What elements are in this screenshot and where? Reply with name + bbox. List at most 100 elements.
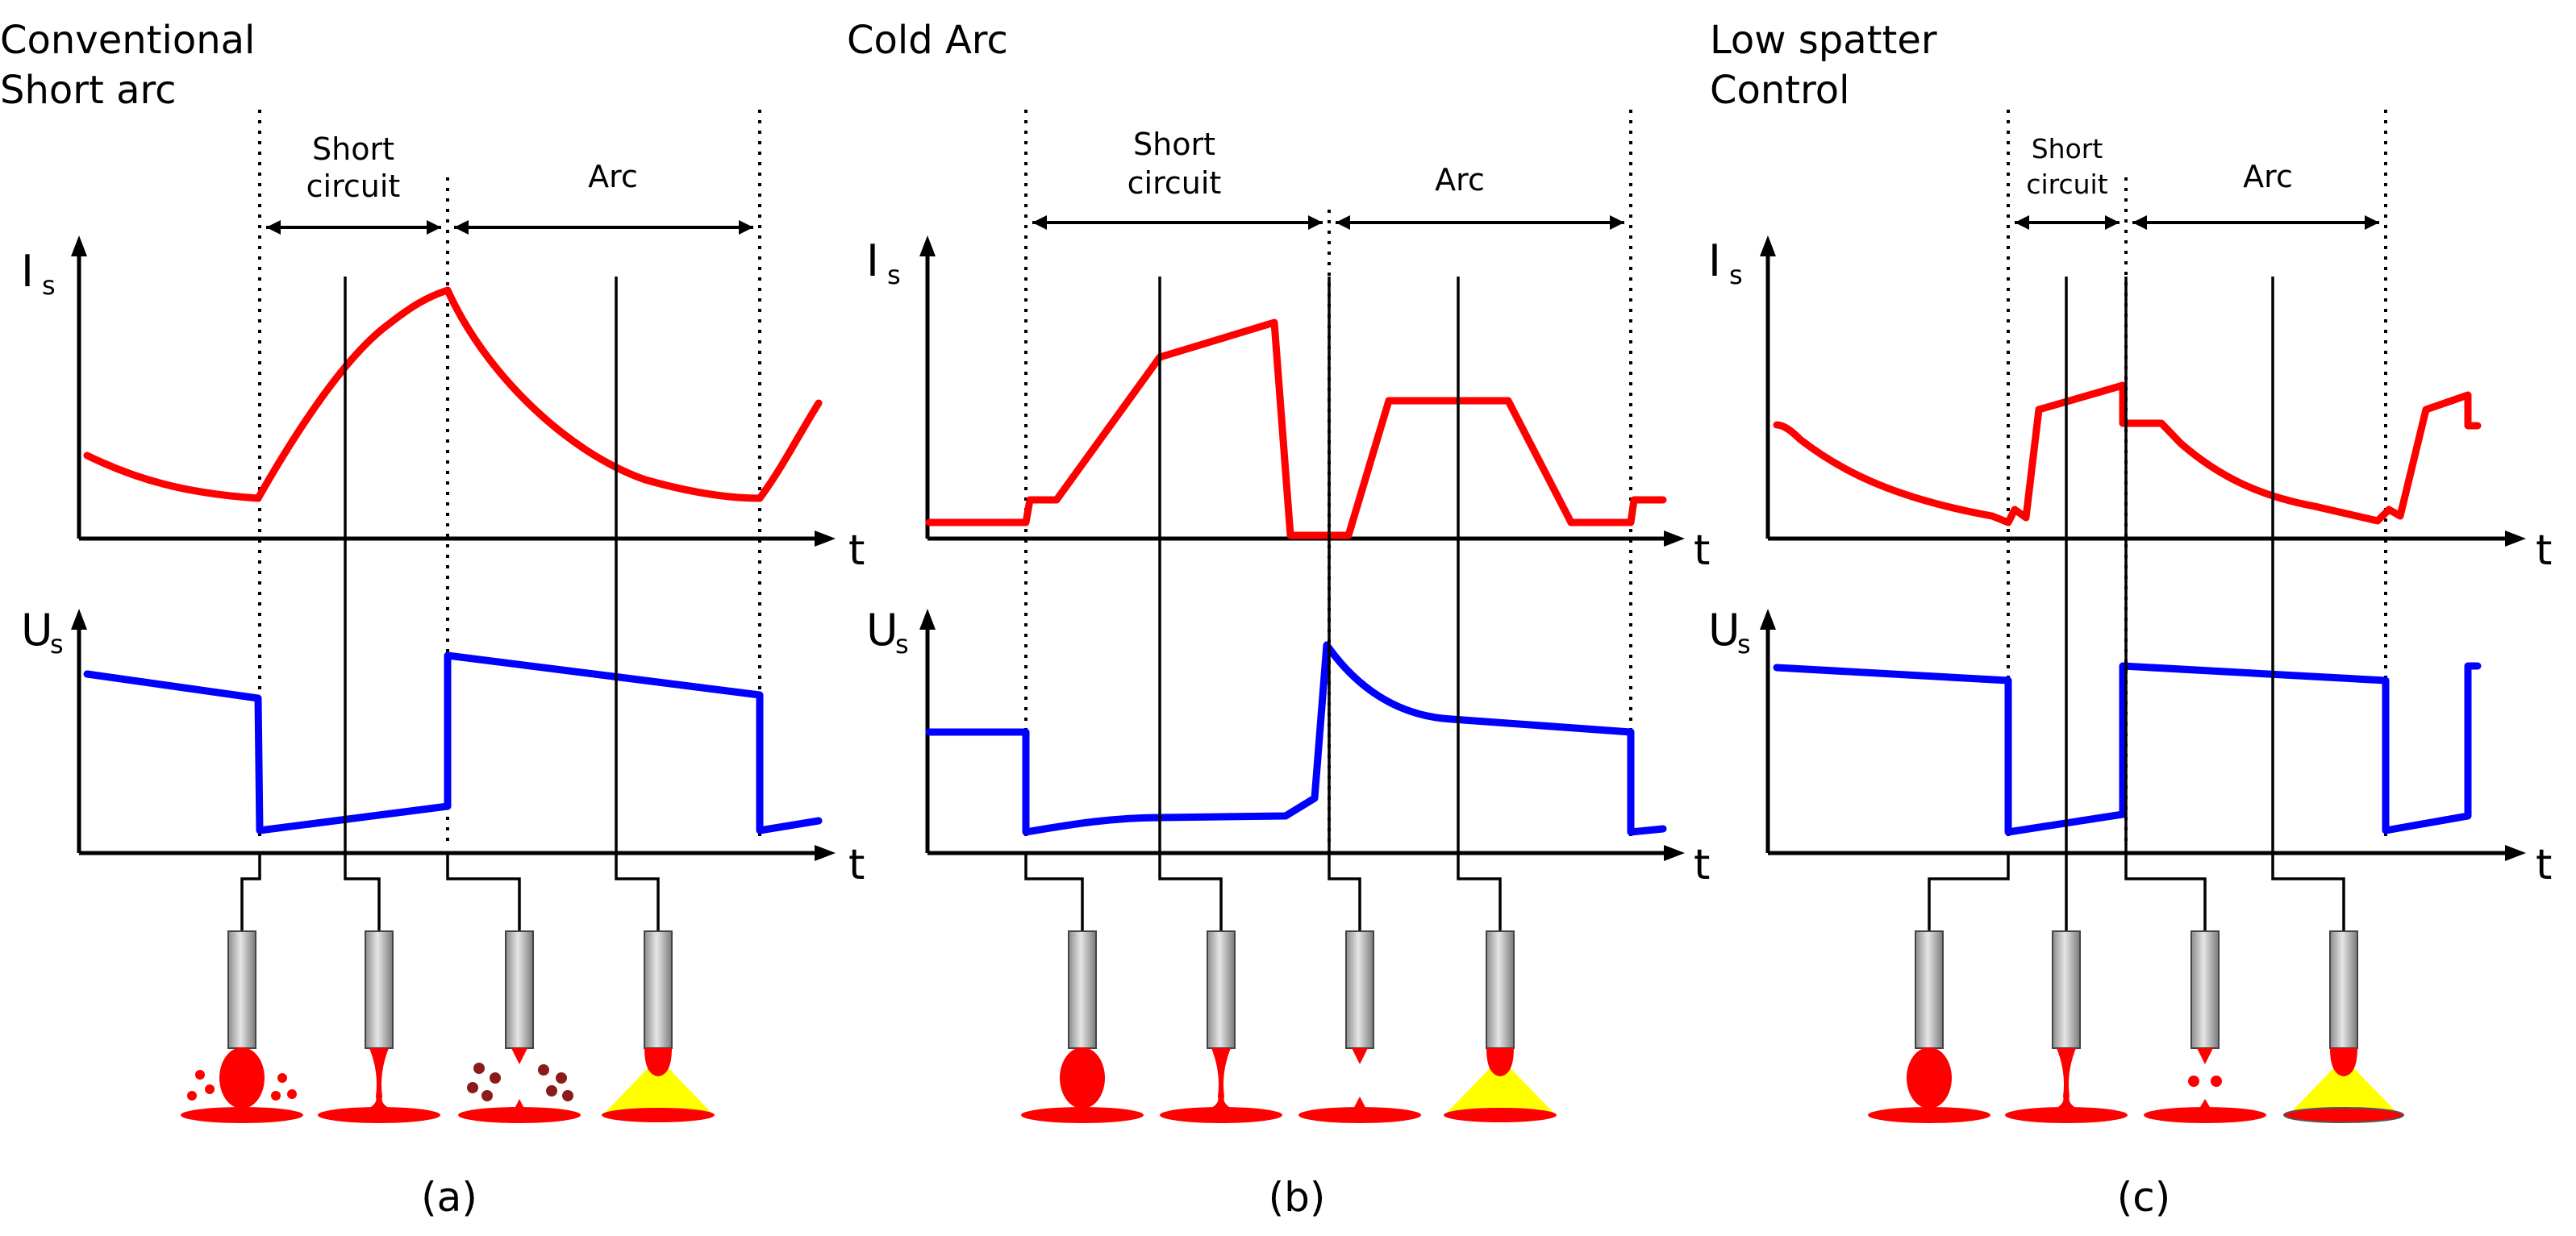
droplet-icon [1060, 1047, 1105, 1109]
axis-arrowheads [1760, 235, 2526, 547]
axis-subscript: s [1729, 260, 1743, 290]
short-circuit-arrow [2015, 215, 2120, 230]
panel-c-title-line2: Control [1710, 68, 1850, 113]
panel-a-title-line2: Short arc [0, 68, 177, 113]
voltage-axis-label: U [21, 605, 53, 655]
weld-pool-icon [1160, 1107, 1282, 1123]
phase-short-line1: Short [2032, 133, 2103, 164]
electrode-icon [1298, 930, 1421, 1123]
voltage-axes [1765, 619, 2515, 855]
time-label: t [848, 841, 865, 889]
time-label: t [1694, 526, 1710, 575]
current-axes [925, 246, 1674, 541]
electrode-icon [458, 930, 581, 1123]
connector-line [1158, 277, 1223, 931]
phase-short-line1: Short [312, 131, 394, 167]
phase-short-line2: circuit [306, 169, 401, 204]
weld-pool-icon [1298, 1107, 1421, 1123]
weld-pool-icon [458, 1107, 581, 1123]
arc-glow-icon [2290, 1064, 2397, 1113]
weld-pool-icon [2283, 1107, 2404, 1123]
droplet-icon [1197, 1048, 1245, 1113]
voltage-waveform [83, 651, 823, 834]
spatter-icon [467, 1063, 573, 1101]
phase-arc: Arc [1435, 162, 1485, 198]
weld-pool-icon [1868, 1107, 1990, 1123]
current-axis-label: I [21, 246, 34, 297]
current-axis-label: I [1708, 235, 1721, 286]
electrode-icon [1868, 930, 1990, 1123]
axis-subscript: s [50, 629, 64, 660]
voltage-axes [925, 619, 1674, 855]
electrode-icon [1160, 930, 1282, 1123]
time-label: t [848, 526, 865, 575]
time-label: t [1694, 841, 1710, 889]
droplet-icon [1486, 1048, 1514, 1076]
weld-pool-icon [2144, 1107, 2266, 1123]
short-circuit-arrow [1032, 215, 1323, 230]
axis-subscript: s [887, 260, 901, 290]
connector-line [446, 855, 521, 931]
electrode-icon [2005, 930, 2128, 1123]
arc-arrow [1336, 215, 1624, 230]
panel-a-caption: (a) [421, 1174, 477, 1221]
short-circuit-arrow [266, 220, 441, 235]
connector-line [615, 277, 660, 931]
time-label: t [2536, 526, 2552, 575]
current-axes [77, 246, 824, 541]
voltage-waveform [1773, 662, 2482, 836]
electrode-icon [318, 930, 440, 1123]
connector-line [344, 277, 381, 931]
phase-arc: Arc [2243, 159, 2293, 194]
panel-c: Low spatter Control Short circuit Arc I … [1708, 18, 2552, 1221]
weld-pool-icon [602, 1108, 715, 1122]
phase-short-line2: circuit [1128, 165, 1222, 201]
weld-pool-icon [2005, 1107, 2128, 1123]
panel-a-title-line1: Conventional [0, 18, 255, 63]
current-waveform [83, 286, 823, 502]
voltage-axis-label: U [1708, 605, 1740, 655]
current-axis-label: I [866, 235, 879, 286]
droplet-icon [644, 1048, 672, 1076]
connector-line [1024, 855, 1084, 931]
phase-short-line2: circuit [2026, 169, 2107, 200]
voltage-axes [77, 619, 824, 855]
axis-subscript: s [1737, 629, 1751, 660]
weld-pool-icon [318, 1107, 440, 1123]
electrode-icon [181, 930, 303, 1123]
panel-b-caption: (b) [1269, 1174, 1326, 1221]
spatter-icon [187, 1070, 297, 1101]
panel-b-title-line1: Cold Arc [847, 18, 1008, 63]
weld-pool-icon [1444, 1108, 1557, 1122]
current-axes [1765, 246, 2515, 541]
connector-line [240, 855, 261, 931]
droplet-icon [355, 1048, 403, 1113]
electrode-icon [2144, 930, 2266, 1123]
electrode-icon [602, 930, 715, 1122]
connector-line [1928, 855, 2010, 931]
panel-a: Conventional Short arc Short circuit Arc… [0, 18, 865, 1221]
time-label: t [2536, 841, 2552, 889]
droplet-icon [2042, 1048, 2090, 1113]
panel-c-caption: (c) [2117, 1174, 2171, 1221]
electrode-icon [1444, 930, 1557, 1122]
weld-pool-icon [181, 1107, 303, 1123]
phase-short-line1: Short [1133, 127, 1215, 162]
axis-subscript: s [42, 270, 56, 301]
electrode-icon [1021, 930, 1144, 1123]
voltage-axis-label: U [866, 605, 898, 655]
weld-pool-icon [1021, 1107, 1144, 1123]
axis-subscript: s [895, 629, 909, 660]
droplet-icon [2330, 1048, 2357, 1076]
phase-arc: Arc [588, 159, 638, 194]
electrode-icon [2283, 930, 2404, 1123]
connector-line [1328, 277, 1361, 931]
droplet-icon [1907, 1047, 1952, 1109]
axis-arrowheads [71, 235, 836, 547]
voltage-waveform [925, 641, 1667, 836]
arc-arrow [2132, 215, 2379, 230]
arc-glow-icon [605, 1064, 711, 1113]
connector-line [2124, 277, 2207, 931]
current-waveform [1773, 381, 2482, 526]
